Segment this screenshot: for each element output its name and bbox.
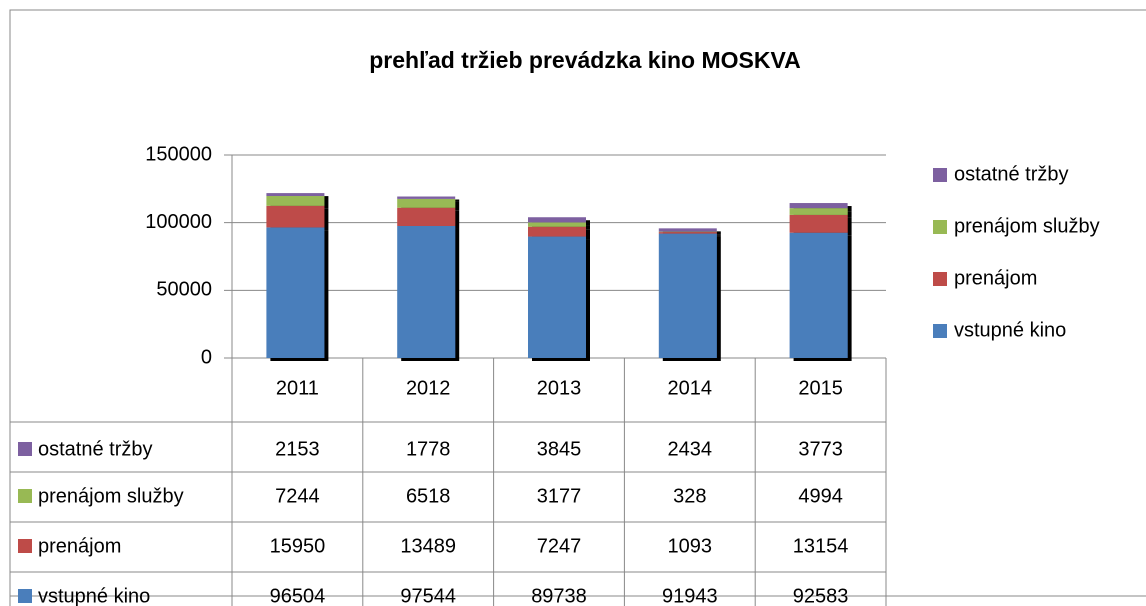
table-cell: 3773 xyxy=(798,438,843,460)
x-tick-label: 2012 xyxy=(406,377,451,399)
table-cell: 328 xyxy=(673,485,706,507)
table-legend-key xyxy=(18,442,32,456)
y-tick-label: 50000 xyxy=(156,279,212,301)
bar-segment xyxy=(789,232,848,358)
bar-segment xyxy=(397,198,456,208)
bar-segment xyxy=(528,226,586,237)
bar-segment xyxy=(266,227,325,358)
table-cell: 3845 xyxy=(537,438,582,460)
bar-segment xyxy=(658,228,717,232)
x-tick-label: 2014 xyxy=(668,377,713,399)
bar-segment xyxy=(266,196,325,206)
table-cell: 1778 xyxy=(406,438,451,460)
y-tick-label: 150000 xyxy=(145,143,212,165)
table-cell: 1093 xyxy=(668,535,713,557)
table-cell: 7244 xyxy=(275,485,320,507)
legend-label: prenájom xyxy=(954,267,1037,289)
table-cell: 6518 xyxy=(406,485,451,507)
legend-key xyxy=(933,168,947,182)
legend-label: prenájom služby xyxy=(954,215,1100,237)
table-row-label: prenájom služby xyxy=(38,485,184,507)
table-cell: 96504 xyxy=(270,585,326,606)
table-cell: 2153 xyxy=(275,438,320,460)
bar-segment xyxy=(789,208,848,215)
x-tick-label: 2011 xyxy=(276,377,319,399)
table-cell: 89738 xyxy=(531,585,587,606)
bar-segment xyxy=(266,205,325,228)
chart-title: prehľad tržieb prevádzka kino MOSKVA xyxy=(369,47,800,73)
table-cell: 91943 xyxy=(662,585,718,606)
table-cell: 13154 xyxy=(793,535,849,557)
bar-segment xyxy=(397,225,456,358)
bar-segment xyxy=(789,203,848,209)
bar-segment xyxy=(528,236,586,358)
bar-segment xyxy=(789,214,848,233)
table-cell: 7247 xyxy=(537,535,582,557)
x-tick-label: 2015 xyxy=(798,377,843,399)
legend-label: ostatné tržby xyxy=(954,163,1069,185)
table-cell: 2434 xyxy=(668,438,713,460)
table-cell: 92583 xyxy=(793,585,849,606)
table-cell: 13489 xyxy=(400,535,456,557)
legend-key xyxy=(933,272,947,286)
bar-segment xyxy=(397,196,456,199)
bar-segment xyxy=(528,217,586,223)
table-cell: 4994 xyxy=(798,485,843,507)
legend-key xyxy=(933,220,947,234)
y-tick-label: 0 xyxy=(201,346,212,368)
bar-segment xyxy=(397,207,456,226)
bar-segment xyxy=(658,233,717,358)
table-row-label: ostatné tržby xyxy=(38,438,153,460)
bar-segment xyxy=(266,193,325,197)
table-cell: 97544 xyxy=(400,585,456,606)
table-cell: 3177 xyxy=(537,485,582,507)
table-legend-key xyxy=(18,489,32,503)
table-row-label: prenájom xyxy=(38,535,121,557)
table-legend-key xyxy=(18,539,32,553)
table-legend-key xyxy=(18,589,32,603)
y-tick-label: 100000 xyxy=(145,211,212,233)
bar-segment xyxy=(658,232,717,234)
table-row-label: vstupné kino xyxy=(38,585,150,606)
x-tick-label: 2013 xyxy=(537,377,582,399)
legend-key xyxy=(933,324,947,338)
legend-label: vstupné kino xyxy=(954,319,1066,341)
bar-segment xyxy=(528,222,586,227)
table-cell: 15950 xyxy=(270,535,326,557)
